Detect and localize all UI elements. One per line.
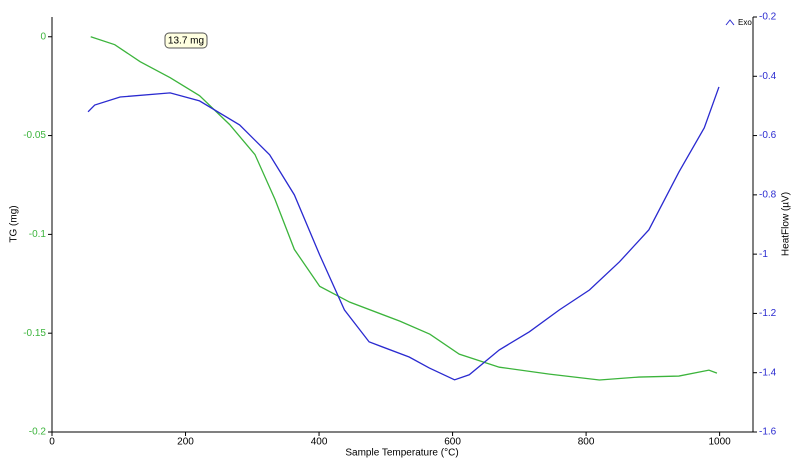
y-tick-label: -0.15 xyxy=(23,328,46,339)
y-tick-label: -0.2 xyxy=(29,427,47,438)
exo-label: Exo xyxy=(738,18,752,27)
x-tick-label: 600 xyxy=(444,437,461,448)
y-tick-label: -0.05 xyxy=(23,130,46,141)
x-tick-label: 800 xyxy=(578,437,595,448)
y2-tick-label: -1.4 xyxy=(759,367,777,378)
y2-tick-label: -1.2 xyxy=(759,308,777,319)
y-tick-label: -0.1 xyxy=(29,229,47,240)
y2-tick-label: -0.6 xyxy=(759,130,777,141)
y2-tick-label: -0.8 xyxy=(759,189,777,200)
y2-tick-label: -1.6 xyxy=(759,427,777,438)
series-line xyxy=(90,36,718,381)
series-line xyxy=(87,86,720,381)
y2-tick-label: -0.2 xyxy=(759,12,777,23)
y-tick-label: 0 xyxy=(40,31,46,42)
x-tick-label: 400 xyxy=(311,437,328,448)
y2-axis-title: HeatFlow (µV) xyxy=(781,192,792,256)
x-tick-label: 0 xyxy=(49,437,55,448)
y2-tick-label: -1 xyxy=(759,249,768,260)
x-tick-label: 200 xyxy=(177,437,194,448)
x-tick-label: 1000 xyxy=(708,437,731,448)
x-axis-title: Sample Temperature (°C) xyxy=(345,448,458,459)
y-axis-title: TG (mg) xyxy=(9,205,20,242)
annotation: 13.7 mg xyxy=(168,36,204,47)
annotation-box xyxy=(164,32,208,49)
exo-arrow xyxy=(725,19,735,26)
y2-tick-label: -0.4 xyxy=(759,71,777,82)
